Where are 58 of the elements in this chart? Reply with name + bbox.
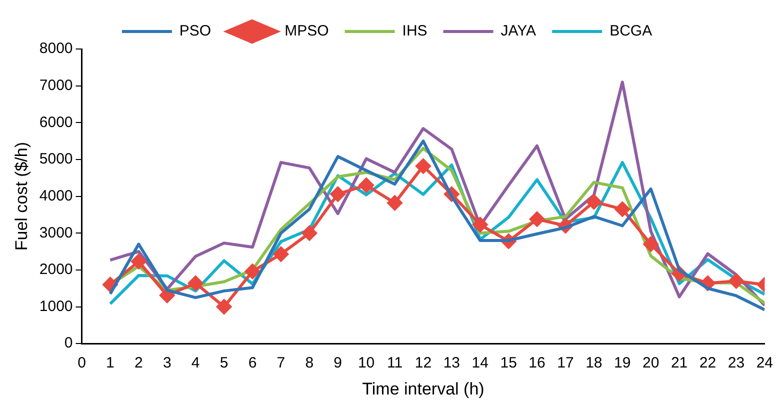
x-tick-label: 6 (248, 354, 257, 372)
point (244, 264, 260, 279)
point (160, 288, 175, 303)
x-tick-label: 12 (414, 354, 432, 372)
y-tick-label: 4000 (39, 187, 73, 204)
y-tick-label: 8000 (39, 40, 73, 58)
point (330, 186, 346, 202)
x-tick-label: 13 (443, 354, 460, 372)
x-tick-label: 23 (728, 354, 745, 372)
point (530, 212, 545, 227)
legend-label: MPSO (284, 22, 329, 40)
x-tick-label: 9 (334, 354, 342, 372)
x-tick-label: 17 (557, 354, 574, 372)
y-axis-title: Fuel cost ($/h) (12, 142, 31, 251)
x-tick-label: 24 (756, 354, 773, 372)
point (358, 178, 374, 193)
y-tick-label: 1000 (39, 298, 73, 315)
y-tick-label: 3000 (39, 224, 73, 242)
legend-label: IHS (402, 22, 428, 40)
x-tick-label: 5 (220, 354, 228, 372)
y-tick-label: 7000 (39, 76, 73, 94)
legend-label: JAYA (500, 22, 536, 40)
x-axis-title: Time interval (h) (362, 379, 484, 398)
point (472, 217, 488, 232)
x-tick-label: 1 (106, 354, 114, 372)
point (586, 194, 602, 210)
x-tick-label: 16 (528, 354, 546, 372)
x-tick-label: 14 (472, 354, 488, 372)
x-tick-label: 11 (386, 354, 403, 372)
legend-label: PSO (179, 22, 212, 40)
legend-label: BCGA (610, 22, 652, 40)
point (302, 226, 317, 241)
x-tick-label: 19 (614, 354, 631, 372)
x-tick-label: 4 (191, 354, 200, 372)
y-tick-label: 0 (64, 334, 73, 352)
y-tick-label: 5000 (39, 150, 73, 168)
y-tick-label: 2000 (39, 261, 73, 278)
x-tick-label: 10 (358, 354, 375, 372)
x-tick-label: 20 (642, 354, 660, 372)
x-tick-label: 22 (699, 354, 716, 372)
point (643, 236, 658, 252)
x-tick-label: 21 (670, 354, 688, 372)
point (188, 276, 204, 291)
point (416, 158, 431, 174)
x-tick-label: 15 (500, 354, 517, 372)
x-tick-label: 7 (276, 354, 286, 372)
x-tick-label: 8 (305, 354, 314, 372)
point (273, 246, 288, 262)
point (131, 254, 146, 269)
point (728, 274, 744, 288)
x-tick-label: 2 (134, 354, 143, 372)
x-tick-label: 18 (586, 354, 602, 372)
x-tick-label: 0 (78, 354, 86, 372)
point (387, 195, 402, 210)
point (216, 299, 232, 314)
x-tick-label: 3 (162, 354, 172, 372)
y-tick-label: 6000 (39, 114, 73, 131)
point (614, 202, 630, 217)
